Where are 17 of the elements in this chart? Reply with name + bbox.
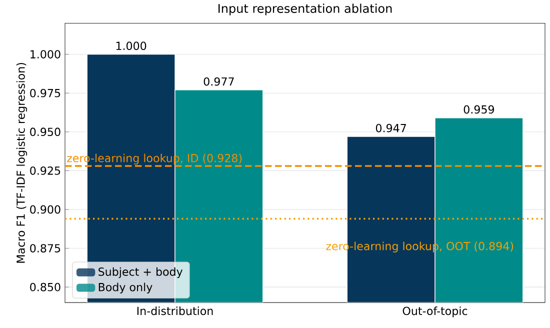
x-tick-label: Out-of-topic (402, 306, 468, 318)
chart-title: Input representation ablation (218, 4, 392, 16)
y-tick-label: 0.900 (30, 205, 60, 214)
y-tick-label: 1.000 (30, 50, 60, 59)
y-tick-label: 0.875 (30, 244, 60, 253)
y-tick-label: 0.925 (30, 166, 60, 176)
data-label: 1.000 (116, 42, 146, 50)
data-label: 0.959 (464, 105, 494, 114)
x-tick-label: In-distribution (137, 306, 213, 316)
y-tick-label: 0.950 (30, 128, 60, 136)
legend-label: Subject + body (98, 268, 183, 278)
legend-label: Body only (98, 282, 152, 294)
data-label: 0.977 (204, 78, 234, 86)
y-axis-title: Macro F1 (TF-IDF logistic regression) (16, 63, 28, 263)
data-label: 0.947 (376, 124, 406, 132)
y-tick-label: 0.975 (30, 89, 60, 98)
y-tick-label: 0.850 (30, 283, 60, 292)
